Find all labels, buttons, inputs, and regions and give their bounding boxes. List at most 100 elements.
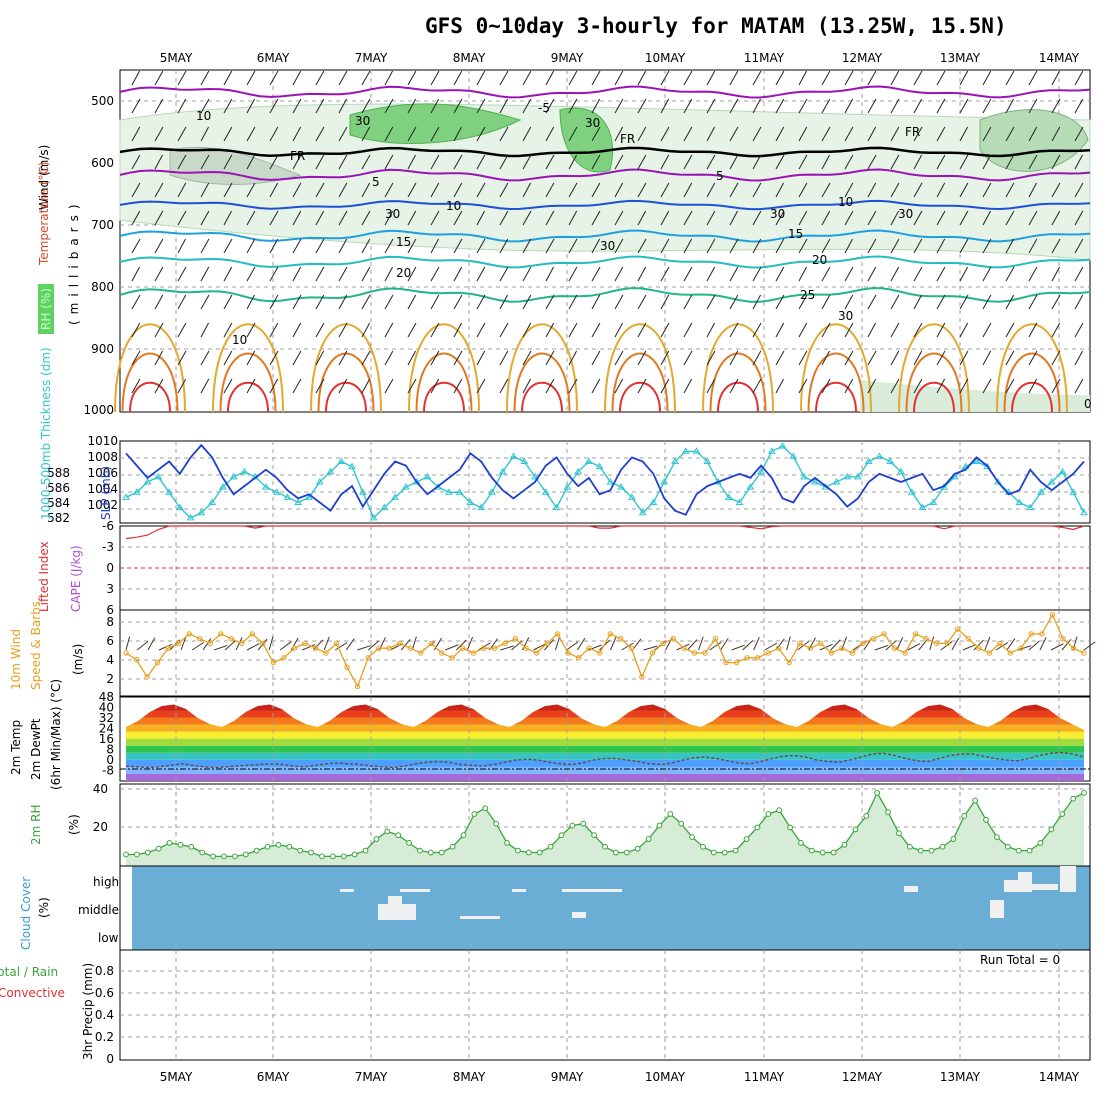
wind-barb	[890, 182, 900, 198]
diurnal-contour	[807, 352, 865, 413]
wind-barb	[1005, 210, 1015, 226]
wind-barb	[821, 70, 831, 86]
wind-barb	[384, 98, 394, 114]
cloud-gap	[904, 886, 918, 892]
wind-barb	[154, 70, 164, 86]
wind-barb	[1074, 322, 1084, 338]
wind-barb-10m	[323, 636, 330, 651]
wind-barb	[292, 294, 302, 310]
wind-barb-10m	[301, 644, 316, 651]
wind-speed-marker	[849, 650, 856, 656]
wind-barb	[407, 182, 417, 198]
thickness-marker	[466, 498, 475, 505]
rh-marker	[678, 820, 685, 827]
wind-barb	[752, 182, 762, 198]
wind-speed-marker	[144, 674, 150, 680]
lifted-index-line	[125, 525, 1085, 540]
axis-label-temp2m-3: (6hr Min/Max) (°C)	[49, 679, 63, 790]
thickness-marker	[692, 447, 701, 454]
diurnal-contour	[121, 352, 179, 413]
wind-barb	[246, 182, 256, 198]
wind-barb	[982, 322, 992, 338]
wind-barb	[982, 350, 992, 366]
wind-barb	[982, 294, 992, 310]
rh-marker	[994, 834, 1000, 841]
wind-barb	[384, 294, 394, 310]
thickness-marker	[509, 452, 518, 459]
wind-barb	[200, 238, 210, 254]
wind-barb	[1074, 378, 1084, 394]
wind-barb-10m	[466, 636, 474, 651]
wind-barb	[775, 350, 785, 366]
rh-marker	[710, 849, 717, 856]
rh-marker	[166, 840, 173, 846]
rh-marker	[482, 805, 489, 812]
wind-speed-marker	[302, 640, 308, 647]
wind-barb-10m	[500, 645, 514, 651]
thickness-tick-label: 588	[47, 466, 70, 480]
wind-barb-10m	[698, 636, 704, 651]
wind-barb	[936, 322, 946, 338]
cloud-gap	[562, 889, 622, 892]
wind-barb	[177, 126, 187, 142]
wind-barb	[545, 154, 555, 170]
rh-marker	[210, 853, 216, 860]
thickness-marker	[703, 457, 712, 464]
wind-barb	[660, 98, 670, 114]
cloud-fill	[132, 866, 1090, 950]
wind-barb	[154, 210, 164, 226]
bottom-date-label: 11MAY	[744, 1070, 785, 1084]
thickness-marker	[488, 488, 496, 495]
wind-barb	[913, 182, 923, 198]
wind-speed-marker	[1007, 650, 1014, 656]
thickness-marker	[326, 467, 335, 475]
wind-barb	[292, 350, 302, 366]
wind-speed-marker	[375, 645, 382, 651]
wind-barb	[821, 98, 831, 114]
dewpoint-line	[125, 751, 1085, 769]
wind-barb	[269, 266, 279, 282]
rh-contour-label: 10	[232, 333, 247, 347]
wind-barb	[361, 378, 371, 394]
wind-barb-10m	[885, 640, 897, 651]
wind-barb	[1051, 294, 1061, 310]
wind-barb	[844, 322, 854, 338]
rh-marker	[569, 822, 576, 829]
wind-barb	[223, 154, 233, 170]
wind-barb	[522, 126, 532, 142]
pressure-tick-label: 500	[91, 94, 114, 108]
thickness-tick-label: 584	[47, 496, 70, 510]
temp-fill	[126, 704, 1084, 781]
thickness-marker	[305, 493, 313, 500]
thickness-marker	[369, 513, 378, 521]
rh-marker	[950, 836, 957, 842]
wind-barb-10m	[973, 639, 984, 651]
wind-speed-marker	[323, 650, 329, 656]
rh-marker	[787, 824, 793, 831]
wind-barb	[453, 70, 463, 86]
wind-barb	[384, 126, 394, 142]
wind-barb-10m	[1028, 640, 1040, 651]
wind-speed-marker	[597, 650, 603, 656]
wind-speed-marker	[997, 640, 1003, 647]
wind-barb	[154, 266, 164, 282]
wind-speed-marker	[660, 640, 666, 647]
wind-barb	[1028, 238, 1038, 254]
wind-barb	[936, 98, 946, 114]
temp-tick-label: 32	[99, 711, 114, 725]
thickness-marker	[143, 478, 152, 485]
slp-grid	[120, 441, 1090, 523]
rh-marker	[634, 845, 641, 852]
wind-barb	[453, 350, 463, 366]
freezing-level-label: FR	[620, 132, 635, 146]
wind-speed-marker	[196, 635, 203, 642]
thickness-marker	[767, 447, 776, 454]
wind-barb	[1051, 322, 1061, 338]
wind-barb	[936, 182, 946, 198]
rh-contour-label: 30	[585, 116, 600, 130]
wind-barb	[683, 98, 693, 114]
cape-tick-label: 6	[106, 603, 114, 617]
wind-barb-10m	[147, 637, 156, 651]
wind-barb	[660, 378, 670, 394]
pressure-tick-label: 600	[91, 156, 114, 170]
